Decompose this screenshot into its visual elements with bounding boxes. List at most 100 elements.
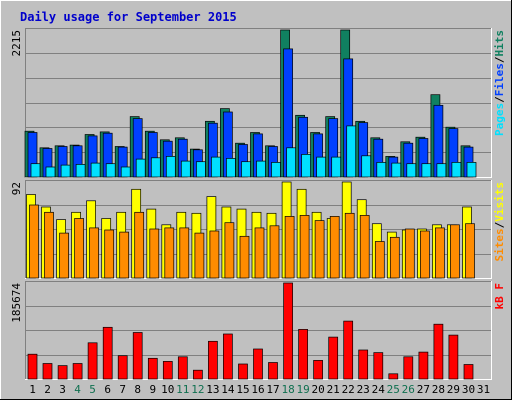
panel-kbytes: 185674 kB F (10, 281, 506, 380)
bar-pages-day-19 (301, 154, 311, 178)
bar-pages-day-11 (180, 160, 191, 178)
bar-kb-f-day-5 (87, 342, 98, 380)
bar-kb-f-day-1 (27, 353, 38, 380)
bar-kb-f-day-14 (223, 333, 233, 380)
x-tick-label-day-20: 20 (311, 383, 324, 396)
bar-pages-day-10 (165, 156, 176, 178)
bar-kb-f-day-15 (238, 363, 248, 380)
x-tick-label-day-12: 12 (191, 383, 204, 396)
legend-entry: Pages (493, 103, 506, 136)
legend: Pages/Files/Hits (493, 30, 506, 136)
bar-sites-day-12 (194, 232, 205, 279)
bar-pages-day-2 (45, 166, 56, 178)
bar-sites-day-2 (44, 211, 54, 279)
bar-pages-day-13 (211, 156, 221, 178)
bar-kb-f-day-11 (177, 356, 188, 380)
bar-pages-day-9 (150, 157, 161, 178)
bar-kb-f-day-28 (433, 323, 444, 380)
x-tick-label-day-23: 23 (357, 383, 370, 396)
legend-entry: Visits (493, 182, 506, 222)
bar-kb-f-day-17 (268, 362, 278, 380)
bar-sites-day-6 (104, 229, 115, 279)
bar-pages-day-14 (226, 158, 236, 178)
bar-kb-f-day-27 (418, 351, 429, 380)
bar-pages-day-4 (75, 164, 86, 178)
x-tick-label-day-2: 2 (44, 383, 51, 396)
x-axis-labels: 1 2 3 4 5 6 7 8 9 10 11 12 13 14 15 16 17 18 19 20 21 22 23 24 2… (29, 383, 490, 396)
x-tick-label-day-6: 6 (104, 383, 111, 396)
legend-entry: / (493, 221, 506, 228)
bar-pages-day-3 (60, 164, 71, 178)
x-tick-label-day-10: 10 (161, 383, 174, 396)
bar-kb-f-day-3 (57, 365, 68, 380)
bar-kb-f-day-9 (147, 357, 158, 380)
chart-panels: 2215Pages/Files/Hits92Sites/Visits185674… (10, 28, 506, 380)
bar-kb-f-day-10 (162, 361, 173, 380)
y-axis-max-label: 2215 (10, 30, 23, 57)
x-tick-label-day-8: 8 (134, 383, 141, 396)
legend-entry: Files (493, 63, 506, 96)
bar-sites-day-28 (435, 227, 445, 279)
x-tick-label-day-13: 13 (206, 383, 219, 396)
bar-pages-day-12 (196, 161, 206, 178)
bar-pages-day-8 (135, 158, 146, 178)
bar-kb-f-day-25 (388, 373, 399, 380)
bar-kb-f-day-12 (193, 369, 203, 380)
legend: kB F (493, 283, 506, 310)
bar-pages-day-7 (120, 166, 131, 178)
bar-sites-day-14 (224, 222, 235, 279)
bar-kb-f-day-19 (298, 329, 308, 380)
panel-visits-sites: 92 Sites/Visits (10, 180, 506, 279)
legend-entry: Hits (493, 30, 506, 57)
bar-kb-f-day-20 (313, 360, 323, 380)
bar-kb-f-day-13 (208, 340, 218, 380)
bar-sites-day-25 (389, 236, 400, 279)
x-tick-label-day-5: 5 (89, 383, 96, 396)
bar-pages-day-25 (391, 162, 402, 178)
bar-sites-day-8 (134, 211, 145, 279)
x-tick-label-day-30: 30 (462, 383, 475, 396)
x-tick-label-day-28: 28 (432, 383, 445, 396)
y-axis-max-label: 185674 (10, 283, 23, 323)
bar-kb-f-day-6 (102, 326, 113, 380)
x-tick-label-day-26: 26 (402, 383, 415, 396)
bar-sites-day-23 (359, 215, 370, 279)
bar-kb-f-day-23 (358, 349, 369, 380)
y-axis-max-label: 92 (10, 182, 23, 195)
bar-sites-day-3 (59, 232, 69, 279)
bar-kb-f-day-26 (403, 356, 414, 380)
bar-kb-f-day-24 (373, 352, 384, 380)
bar-pages-day-29 (451, 162, 462, 178)
x-tick-label-day-21: 21 (327, 383, 340, 396)
x-tick-label-day-4: 4 (74, 383, 81, 396)
bar-sites-day-9 (149, 228, 160, 279)
bar-kb-f-day-2 (42, 363, 53, 380)
bar-sites-day-21 (329, 216, 340, 279)
bar-pages-day-28 (436, 163, 447, 178)
bar-sites-day-4 (74, 218, 84, 279)
bar-pages-day-18 (286, 147, 296, 178)
bar-sites-day-22 (344, 212, 355, 279)
x-tick-label-day-27: 27 (417, 383, 430, 396)
bar-sites-day-7 (119, 231, 130, 279)
bar-pages-day-6 (105, 163, 116, 178)
bar-kb-f-day-7 (117, 355, 128, 380)
bar-kb-f-day-30 (463, 364, 474, 380)
x-tick-label-day-1: 1 (29, 383, 36, 396)
bar-kb-f-day-8 (132, 332, 143, 380)
bar-pages-day-5 (90, 162, 101, 178)
bar-pages-day-26 (406, 163, 417, 178)
bar-sites-day-26 (404, 228, 415, 279)
x-tick-label-day-9: 9 (149, 383, 156, 396)
bar-pages-day-27 (421, 163, 432, 178)
bar-sites-day-5 (89, 227, 99, 279)
legend-entry: / (493, 96, 506, 103)
bar-pages-day-22 (346, 125, 357, 178)
x-tick-label-day-14: 14 (221, 383, 235, 396)
bar-pages-day-1 (30, 163, 41, 178)
x-tick-label-day-19: 19 (296, 383, 309, 396)
chart-title: Daily usage for September 2015 (20, 10, 237, 24)
bar-sites-day-29 (450, 224, 460, 279)
